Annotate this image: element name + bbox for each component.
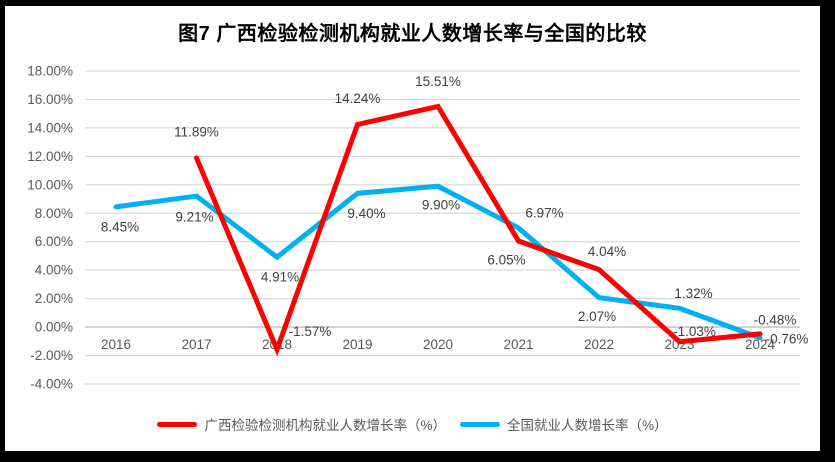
y-axis-tick-label: 14.00% — [27, 120, 73, 135]
y-axis-tick-label: -2.00% — [30, 348, 73, 363]
guangxi-data-label: -0.48% — [754, 312, 797, 327]
guangxi-series-line — [194, 103, 763, 357]
x-axis-tick-label: 2024 — [745, 337, 776, 352]
chart-title: 图7 广西检验检测机构就业人数增长率与全国的比较 — [178, 23, 647, 45]
national-data-label: 4.91% — [261, 270, 299, 285]
legend-label-guangxi: 广西检验检测机构就业人数增长率（%） — [204, 418, 446, 433]
national-data-label: 2.07% — [578, 309, 616, 324]
x-axis-tick-label: 2022 — [584, 337, 614, 352]
national-data-label: 9.40% — [347, 206, 385, 221]
plot-area: 18.00% 16.00% 14.00% 12.00% 10.00% 8.00% 6.00%… — [27, 64, 809, 392]
legend-label-national: 全国就业人数增长率（%） — [507, 418, 668, 433]
national-data-label: 9.90% — [422, 198, 460, 213]
guangxi-data-label: -1.03% — [673, 324, 716, 339]
guangxi-data-label: 11.89% — [174, 124, 219, 139]
y-axis-tick-label: 18.00% — [27, 64, 73, 79]
x-axis-tick-label: 2019 — [342, 337, 372, 352]
blue-line-swatch-icon — [460, 421, 500, 427]
chart-figure: 图7 广西检验检测机构就业人数增长率与全国的比较 18.00% 16.00% 14.… — [5, 6, 820, 451]
y-axis-tick-label: 4.00% — [35, 263, 73, 278]
x-axis-tick-label: 2017 — [181, 337, 211, 352]
guangxi-data-label: -1.57% — [289, 324, 332, 339]
x-axis-tick-label: 2020 — [423, 337, 453, 352]
x-axis-tick-label: 2016 — [101, 337, 131, 352]
y-axis-tick-label: -4.00% — [30, 377, 73, 392]
national-data-label: -0.76% — [766, 331, 809, 346]
y-axis-tick-label: 16.00% — [27, 92, 73, 107]
red-line-swatch-icon — [157, 421, 198, 427]
national-data-label: 1.32% — [674, 286, 712, 301]
national-data-label: 9.21% — [175, 210, 213, 225]
legend-item-guangxi: 广西检验检测机构就业人数增长率（%） — [157, 414, 446, 434]
guangxi-data-label: 4.04% — [588, 244, 626, 259]
guangxi-data-label: 14.24% — [335, 91, 381, 106]
guangxi-data-label: 6.05% — [487, 253, 525, 268]
national-data-label: 8.45% — [101, 219, 139, 234]
y-axis-tick-label: 8.00% — [35, 206, 73, 221]
y-axis-tick-label: 6.00% — [35, 234, 73, 249]
y-axis-tick-label: 2.00% — [35, 291, 73, 306]
legend-item-national: 全国就业人数增长率（%） — [460, 414, 668, 434]
y-axis-tick-label: 12.00% — [27, 149, 73, 164]
y-axis-tick-label: 0.00% — [35, 320, 73, 335]
y-axis-tick-label: 10.00% — [27, 177, 73, 192]
chart-legend: 广西检验检测机构就业人数增长率（%） 全国就业人数增长率（%） — [5, 414, 820, 434]
guangxi-data-label: 15.51% — [415, 74, 461, 89]
national-data-label: 6.97% — [525, 205, 563, 220]
x-axis-tick-label: 2021 — [503, 337, 533, 352]
